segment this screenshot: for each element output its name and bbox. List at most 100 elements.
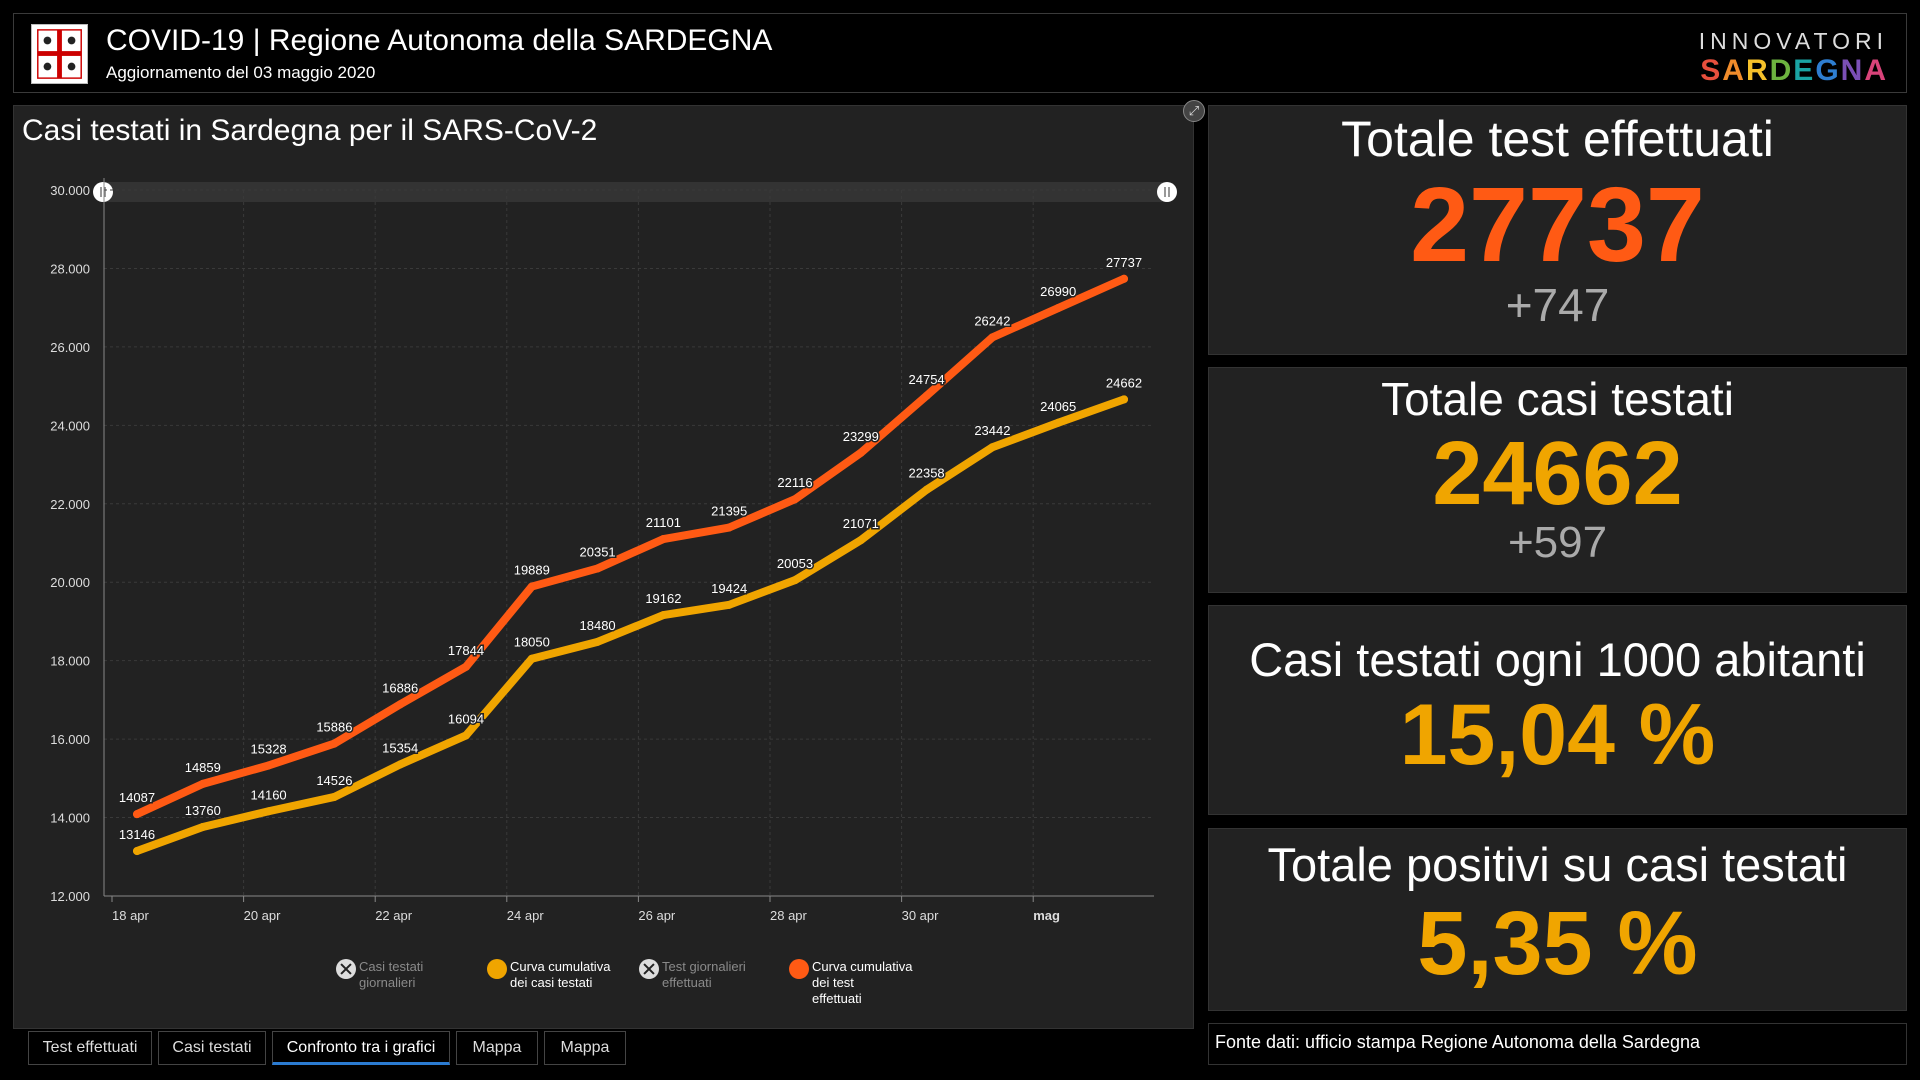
chart-title: Casi testati in Sardegna per il SARS-CoV… <box>22 114 598 147</box>
data-label: 23299 <box>843 429 879 444</box>
data-label: 18480 <box>580 618 616 633</box>
data-point <box>133 847 141 856</box>
legend-item-daily-cases[interactable]: Casi testati giornalieri <box>336 957 446 1017</box>
data-point <box>264 761 273 770</box>
legend-toggle-icon[interactable] <box>336 959 356 979</box>
tab-confronto[interactable]: Confronto tra i grafici <box>272 1031 450 1065</box>
legend-item-cumulative-tests[interactable]: Curva cumulativa dei test effettuati <box>789 957 929 1017</box>
range-slider-handle[interactable] <box>1157 182 1177 202</box>
series-line-1 <box>133 395 1128 856</box>
stat-value: 5,35 % <box>1417 894 1698 994</box>
legend-color-dot[interactable] <box>789 959 809 979</box>
data-label: 20351 <box>580 544 616 559</box>
y-tick-label: 18.000 <box>50 654 90 669</box>
data-label: 24662 <box>1106 375 1142 390</box>
series-line-0 <box>133 274 1128 819</box>
y-tick-label: 20.000 <box>50 575 90 590</box>
data-point <box>791 576 799 585</box>
data-label: 21071 <box>843 516 879 531</box>
data-label: 23442 <box>974 423 1010 438</box>
data-point <box>659 611 668 620</box>
data-point <box>791 495 799 504</box>
page-title: COVID-19 | Regione Autonoma della SARDEG… <box>106 24 773 57</box>
data-point <box>922 485 931 494</box>
data-label: 13146 <box>119 827 155 842</box>
data-label: 13760 <box>185 803 221 818</box>
data-point <box>922 391 931 400</box>
stat-total-cases: Totale casi testati 24662 +597 <box>1208 367 1907 593</box>
stat-total-tests: Totale test effettuati 27737 +747 <box>1208 105 1907 355</box>
data-point <box>396 700 405 709</box>
y-tick-label: 28.000 <box>50 261 90 276</box>
data-label: 14160 <box>251 787 287 802</box>
stat-value: 27737 <box>1410 166 1705 284</box>
y-tick-label: 16.000 <box>50 732 90 747</box>
header-bar: COVID-19 | Regione Autonoma della SARDEG… <box>13 13 1907 93</box>
chart-panel: Casi testati in Sardegna per il SARS-CoV… <box>13 105 1194 1029</box>
data-point <box>593 564 602 573</box>
sardinia-crest-icon <box>31 24 88 84</box>
x-tick-label: 18 apr <box>112 908 150 923</box>
range-slider-handle[interactable] <box>93 182 113 202</box>
data-label: 19162 <box>645 591 681 606</box>
legend-toggle-icon[interactable] <box>639 959 659 979</box>
data-label: 16886 <box>382 680 418 695</box>
data-label: 15886 <box>316 720 352 735</box>
legend-item-daily-tests[interactable]: Test giornalieri effettuati <box>639 957 769 1017</box>
y-tick-label: 14.000 <box>50 811 90 826</box>
data-label: 24065 <box>1040 399 1076 414</box>
x-tick-label: 28 apr <box>770 908 808 923</box>
data-label: 21395 <box>711 504 747 519</box>
data-label: 21101 <box>646 515 681 530</box>
data-point <box>527 582 536 591</box>
legend-color-dot[interactable] <box>487 959 507 979</box>
legend-item-cumulative-cases[interactable]: Curva cumulativa dei casi testati <box>487 957 627 1017</box>
data-label: 17844 <box>448 643 484 658</box>
range-slider-track <box>104 182 1168 202</box>
stat-positives-rate: Totale positivi su casi testati 5,35 % <box>1208 828 1907 1011</box>
data-point <box>988 333 997 342</box>
stat-cases-per-1000: Casi testati ogni 1000 abitanti 15,04 % <box>1208 605 1907 815</box>
expand-icon[interactable]: ⤢ <box>1183 100 1205 122</box>
tab-casi-testati[interactable]: Casi testati <box>158 1031 266 1065</box>
data-point <box>856 448 865 457</box>
stat-title: Totale test effettuati <box>1341 111 1774 167</box>
stat-value: 24662 <box>1432 424 1683 524</box>
data-point <box>198 822 207 831</box>
data-label: 26990 <box>1040 284 1076 299</box>
y-tick-label: 12.000 <box>50 889 90 904</box>
tab-test-effettuati[interactable]: Test effettuati <box>28 1031 152 1065</box>
data-point <box>264 807 273 816</box>
tab-mappa-2[interactable]: Mappa <box>544 1031 626 1065</box>
data-point <box>593 637 602 646</box>
data-label: 27737 <box>1106 255 1142 270</box>
y-tick-label: 22.000 <box>50 497 90 512</box>
data-label: 24754 <box>909 372 945 387</box>
data-point <box>1054 418 1063 427</box>
stat-title: Totale casi testati <box>1381 373 1734 425</box>
data-label: 19424 <box>711 581 747 596</box>
data-source: Fonte dati: ufficio stampa Regione Auton… <box>1208 1023 1907 1065</box>
data-label: 22116 <box>777 475 812 490</box>
x-tick-label: 20 apr <box>244 908 282 923</box>
data-label: 26242 <box>974 313 1010 328</box>
tab-mappa[interactable]: Mappa <box>456 1031 538 1065</box>
data-label: 14859 <box>185 760 221 775</box>
data-label: 14087 <box>119 790 155 805</box>
stat-title: Casi testati ogni 1000 abitanti <box>1249 633 1866 686</box>
data-label: 20053 <box>777 556 813 571</box>
x-tick-label: mag <box>1033 908 1060 923</box>
data-label: 22358 <box>909 466 945 481</box>
data-point <box>659 535 668 544</box>
data-point <box>133 810 141 819</box>
y-tick-label: 30.000 <box>50 183 90 198</box>
data-label: 19889 <box>514 563 550 578</box>
data-point <box>330 739 339 748</box>
line-chart[interactable]: 12.000 14.000 16.000 18.000 20.000 22.000 24.0… <box>14 106 1195 946</box>
brand-logo-bottom: SARDEGNA <box>1700 54 1888 87</box>
data-point <box>856 536 865 545</box>
data-point <box>725 600 734 609</box>
stat-delta: +597 <box>1507 518 1608 567</box>
data-point <box>1120 395 1128 404</box>
stat-title: Totale positivi su casi testati <box>1267 838 1848 891</box>
